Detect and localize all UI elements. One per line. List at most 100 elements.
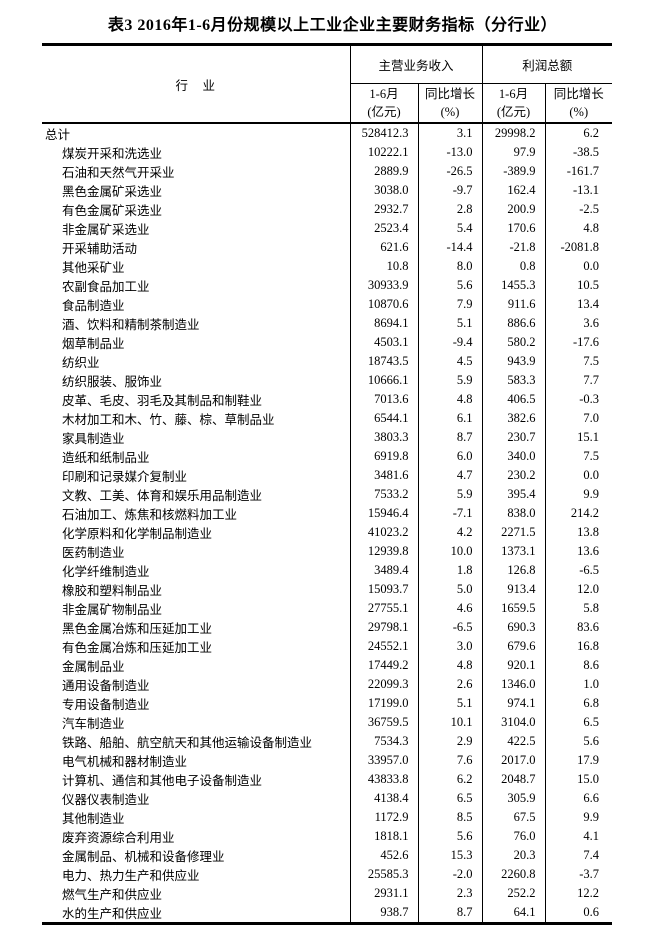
revenue-growth-cell: 4.8	[417, 656, 483, 675]
revenue-growth-cell: 4.8	[417, 390, 483, 409]
revenue-growth-cell: 3.0	[417, 637, 483, 656]
table-row: 非金属矿采选业 2523.4 5.4 170.6 4.8	[42, 219, 613, 238]
profit-value-cell: 690.3	[481, 618, 546, 637]
profit-growth-cell: 15.0	[544, 770, 613, 789]
profit-growth-cell: 6.8	[544, 694, 613, 713]
revenue-growth-header: 同比增长 (%)	[417, 83, 483, 124]
table-row: 仪器仪表制造业 4138.4 6.5 305.9 6.6	[42, 789, 613, 808]
table-row: 木材加工和木、竹、藤、棕、草制品业 6544.1 6.1 382.6 7.0	[42, 409, 613, 428]
profit-growth-cell: 6.5	[544, 713, 613, 732]
revenue-value-cell: 10666.1	[349, 371, 418, 390]
revenue-value-cell: 2523.4	[349, 219, 418, 238]
profit-growth-cell: 1.0	[544, 675, 613, 694]
profit-growth-cell: 7.4	[544, 846, 613, 865]
revenue-growth-cell: 8.5	[417, 808, 483, 827]
profit-value-cell: 305.9	[481, 789, 546, 808]
table-body: 总计 528412.3 3.1 29998.2 6.2 煤炭开采和洗选业 102…	[42, 123, 613, 924]
profit-value-cell: 170.6	[481, 219, 546, 238]
table-row: 文教、工美、体育和娱乐用品制造业 7533.2 5.9 395.4 9.9	[42, 485, 613, 504]
profit-value-cell: 230.7	[481, 428, 546, 447]
profit-value-cell: 67.5	[481, 808, 546, 827]
profit-value-cell: 1455.3	[481, 276, 546, 295]
revenue-value-cell: 2932.7	[349, 200, 418, 219]
table-row: 其他制造业 1172.9 8.5 67.5 9.9	[42, 808, 613, 827]
industry-name-cell: 废弃资源综合利用业	[62, 831, 175, 845]
revenue-amount-header-line2: (亿元)	[367, 105, 401, 119]
industry-name-cell: 开采辅助活动	[62, 242, 138, 256]
profit-value-cell: 406.5	[481, 390, 546, 409]
table-row: 铁路、船舶、航空航天和其他运输设备制造业 7534.3 2.9 422.5 5.…	[42, 732, 613, 751]
table-row: 有色金属矿采选业 2932.7 2.8 200.9 -2.5	[42, 200, 613, 219]
profit-growth-cell: 13.8	[544, 523, 613, 542]
industry-name-cell: 煤炭开采和洗选业	[62, 147, 163, 161]
table-row: 金属制品、机械和设备修理业 452.6 15.3 20.3 7.4	[42, 846, 613, 865]
profit-value-cell: 422.5	[481, 732, 546, 751]
revenue-growth-cell: 2.8	[417, 200, 483, 219]
industry-name-cell: 纺织业	[62, 356, 100, 370]
industry-name-cell: 铁路、船舶、航空航天和其他运输设备制造业	[62, 736, 313, 750]
industry-name-cell: 仪器仪表制造业	[62, 793, 150, 807]
revenue-growth-cell: 5.1	[417, 314, 483, 333]
profit-value-cell: 1373.1	[481, 542, 546, 561]
revenue-value-cell: 3038.0	[349, 181, 418, 200]
industry-name-cell: 金属制品业	[62, 660, 125, 674]
profit-growth-header-line2: (%)	[569, 105, 589, 119]
industry-name-cell: 其他制造业	[62, 812, 125, 826]
table-row: 纺织服装、服饰业 10666.1 5.9 583.3 7.7	[42, 371, 613, 390]
profit-growth-cell: 214.2	[544, 504, 613, 523]
profit-value-cell: 162.4	[481, 181, 546, 200]
industry-name-cell: 有色金属冶炼和压延加工业	[62, 641, 213, 655]
profit-amount-header: 1-6月 (亿元)	[481, 83, 546, 124]
table-row: 造纸和纸制品业 6919.8 6.0 340.0 7.5	[42, 447, 613, 466]
revenue-growth-cell: 8.0	[417, 257, 483, 276]
profit-growth-cell: 7.5	[544, 352, 613, 371]
revenue-growth-cell: 5.0	[417, 580, 483, 599]
revenue-growth-cell: 15.3	[417, 846, 483, 865]
industry-name-cell: 化学纤维制造业	[62, 565, 150, 579]
profit-growth-cell: 5.6	[544, 732, 613, 751]
industry-name-cell: 印刷和记录媒介复制业	[62, 470, 188, 484]
profit-amount-header-line2: (亿元)	[496, 105, 531, 119]
industry-name-cell: 石油加工、炼焦和核燃料加工业	[62, 508, 238, 522]
table-row: 电力、热力生产和供应业 25585.3 -2.0 2260.8 -3.7	[42, 865, 613, 884]
revenue-growth-cell: -26.5	[417, 162, 483, 181]
profit-growth-cell: 6.6	[544, 789, 613, 808]
revenue-growth-cell: 8.7	[417, 428, 483, 447]
revenue-growth-cell: 8.7	[417, 903, 483, 924]
revenue-growth-cell: 5.1	[417, 694, 483, 713]
table-row: 家具制造业 3803.3 8.7 230.7 15.1	[42, 428, 613, 447]
profit-growth-cell: -161.7	[544, 162, 613, 181]
table-row: 化学纤维制造业 3489.4 1.8 126.8 -6.5	[42, 561, 613, 580]
revenue-value-cell: 3481.6	[349, 466, 418, 485]
table-row: 总计 528412.3 3.1 29998.2 6.2	[42, 123, 613, 143]
profit-growth-cell: 83.6	[544, 618, 613, 637]
revenue-value-cell: 10222.1	[349, 143, 418, 162]
revenue-growth-cell: 1.8	[417, 561, 483, 580]
table-row: 纺织业 18743.5 4.5 943.9 7.5	[42, 352, 613, 371]
revenue-value-cell: 15093.7	[349, 580, 418, 599]
profit-growth-cell: -2081.8	[544, 238, 613, 257]
revenue-value-cell: 29798.1	[349, 618, 418, 637]
industry-name-cell: 家具制造业	[62, 432, 125, 446]
profit-growth-cell: 0.0	[544, 466, 613, 485]
revenue-value-cell: 10870.6	[349, 295, 418, 314]
table-row: 电气机械和器材制造业 33957.0 7.6 2017.0 17.9	[42, 751, 613, 770]
industry-name-cell: 食品制造业	[62, 299, 125, 313]
profit-growth-cell: 0.0	[544, 257, 613, 276]
revenue-growth-cell: -6.5	[417, 618, 483, 637]
revenue-growth-cell: 2.6	[417, 675, 483, 694]
revenue-growth-cell: 2.9	[417, 732, 483, 751]
industry-name-cell: 文教、工美、体育和娱乐用品制造业	[62, 489, 263, 503]
industry-name-cell: 橡胶和塑料制品业	[62, 584, 163, 598]
profit-growth-cell: 17.9	[544, 751, 613, 770]
table-row: 皮革、毛皮、羽毛及其制品和制鞋业 7013.6 4.8 406.5 -0.3	[42, 390, 613, 409]
industry-name-cell: 农副食品加工业	[62, 280, 150, 294]
profit-value-cell: 3104.0	[481, 713, 546, 732]
industry-name-cell: 汽车制造业	[62, 717, 125, 731]
industry-name-cell: 酒、饮料和精制茶制造业	[62, 318, 200, 332]
revenue-value-cell: 15946.4	[349, 504, 418, 523]
profit-value-cell: 340.0	[481, 447, 546, 466]
revenue-value-cell: 938.7	[349, 903, 418, 924]
profit-growth-cell: 7.0	[544, 409, 613, 428]
industry-name-cell: 燃气生产和供应业	[62, 888, 163, 902]
